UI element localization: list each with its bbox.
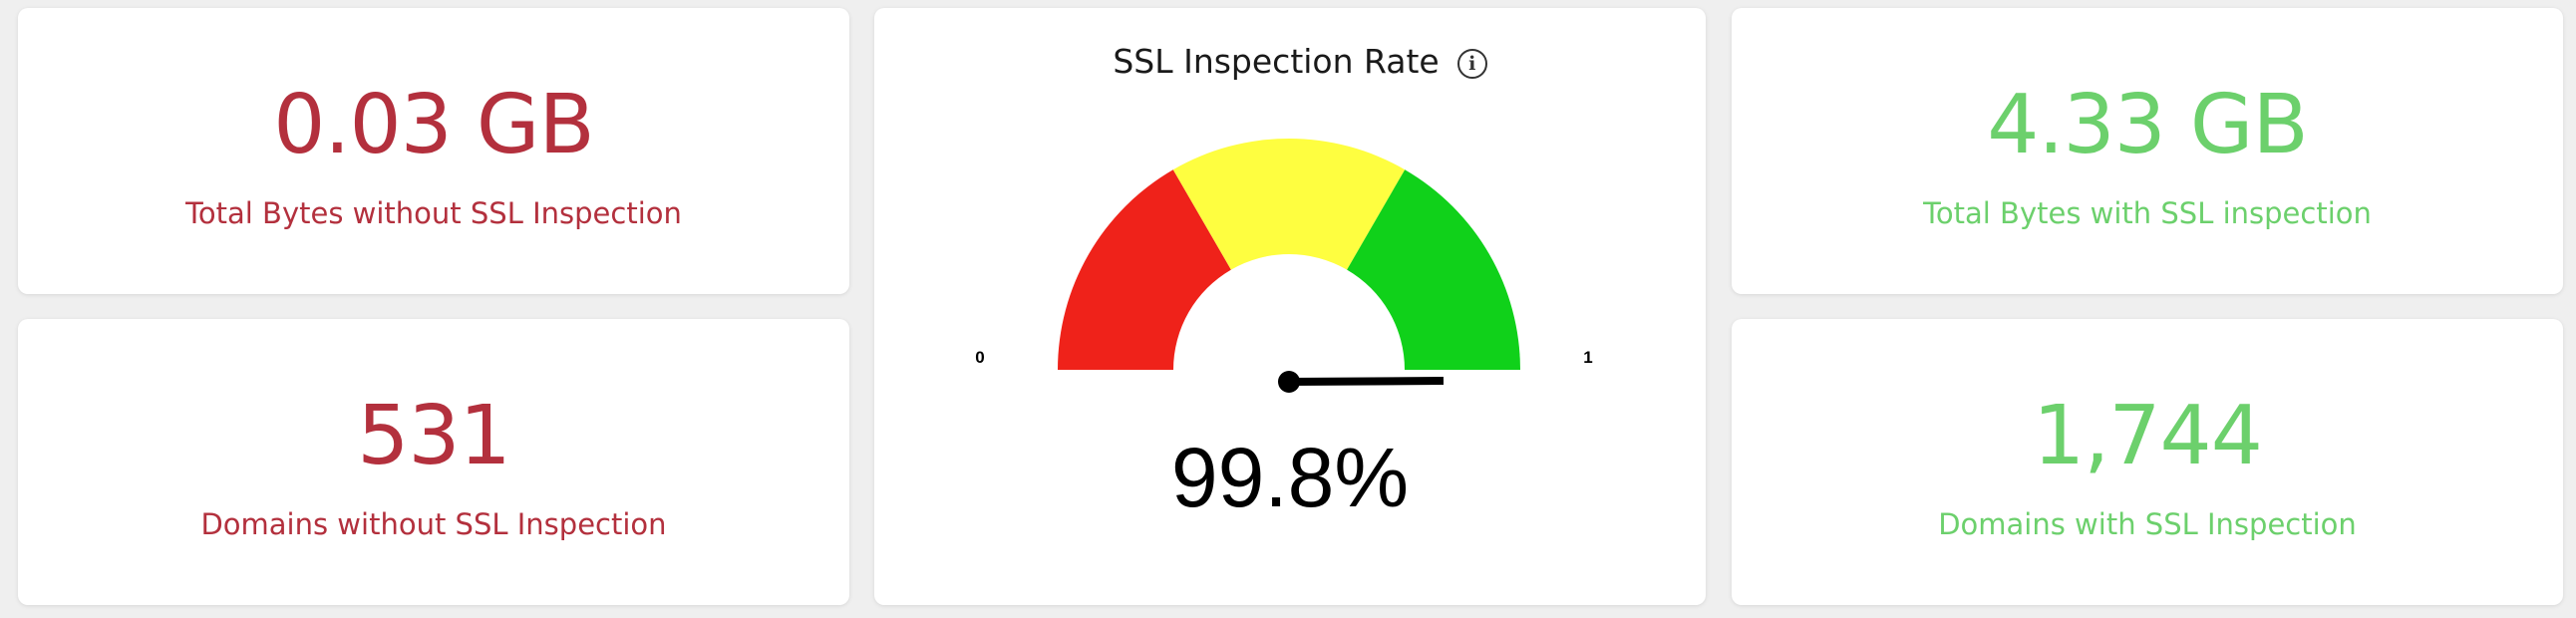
domains-with-ssl-label: Domains with SSL Inspection — [1938, 506, 2357, 541]
gauge-needle-line — [1288, 377, 1445, 386]
domains-with-ssl-value: 1,744 — [2033, 388, 2263, 483]
bytes-without-ssl-label: Total Bytes without SSL Inspection — [185, 195, 682, 230]
gauge-bands — [1058, 139, 1520, 370]
gauge-band-2 — [1172, 139, 1406, 270]
domains-without-ssl-card: 531 Domains without SSL Inspection — [18, 319, 849, 605]
gauge-band-3 — [1347, 169, 1520, 370]
bytes-without-ssl-value: 0.03 GB — [273, 77, 594, 172]
info-icon[interactable]: i — [1456, 48, 1487, 79]
domains-without-ssl-value: 531 — [357, 388, 511, 483]
gauge-min-label: 0 — [975, 348, 984, 367]
gauge-band-1 — [1058, 169, 1231, 370]
gauge-max-label: 1 — [1583, 348, 1592, 367]
gauge-chart: 0 1 — [975, 139, 1593, 393]
gauge-header: SSL Inspection Rate i — [874, 42, 1706, 81]
domains-with-ssl-card: 1,744 Domains with SSL Inspection — [1732, 319, 2563, 605]
bytes-with-ssl-card: 4.33 GB Total Bytes with SSL inspection — [1732, 8, 2563, 294]
bytes-with-ssl-label: Total Bytes with SSL inspection — [1923, 195, 2372, 230]
bytes-with-ssl-value: 4.33 GB — [1987, 77, 2308, 172]
domains-without-ssl-label: Domains without SSL Inspection — [200, 506, 667, 541]
gauge-needle — [1278, 371, 1445, 393]
gauge-value: 99.8% — [1170, 431, 1410, 524]
bytes-without-ssl-card: 0.03 GB Total Bytes without SSL Inspecti… — [18, 8, 849, 294]
ssl-inspection-rate-card: SSL Inspection Rate i 0 1 99.8% — [874, 8, 1706, 605]
gauge-needle-pivot — [1278, 371, 1300, 393]
gauge-title: SSL Inspection Rate — [1113, 42, 1440, 81]
